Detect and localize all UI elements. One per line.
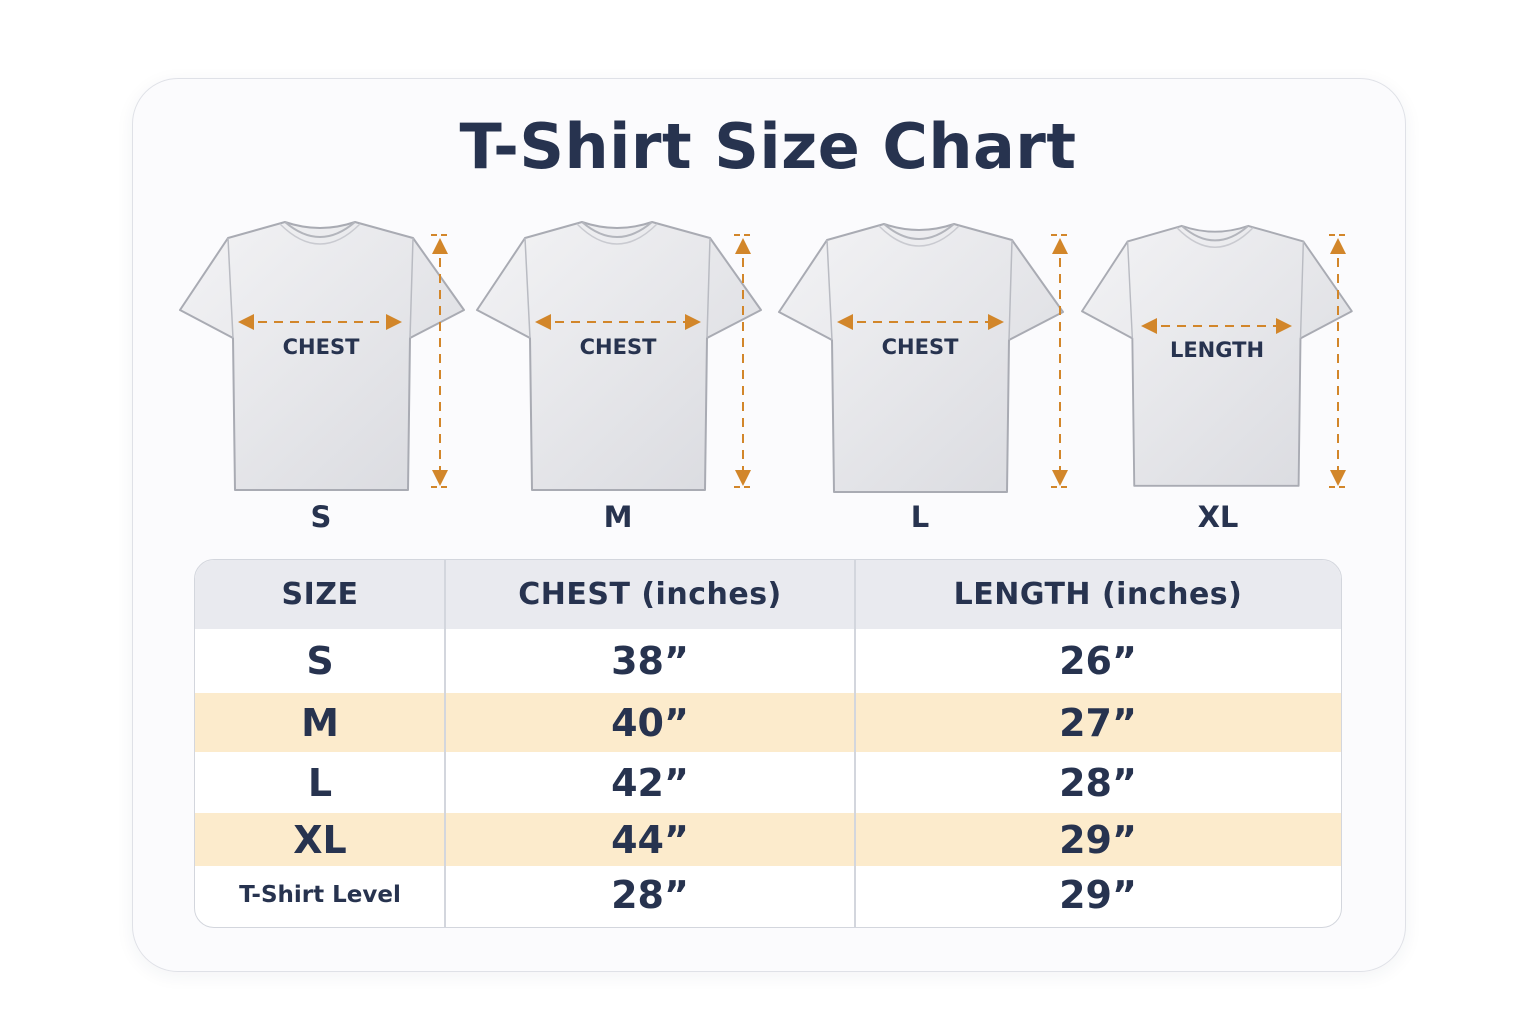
cell-length: 29” [1059,817,1137,862]
cell-size: M [301,700,339,745]
column-divider [444,560,446,927]
cell-size: L [307,760,333,805]
header-length: LENGTH (inches) [953,577,1243,612]
size-label-l: L [910,500,930,534]
cell-size: S [306,639,334,683]
cell-length: 29” [1059,873,1137,917]
column-divider [854,560,856,927]
cell-length: 28” [1059,760,1137,805]
size-label-m: M [603,500,633,534]
cell-chest: 38” [611,639,689,683]
cell-chest: 42” [611,760,689,805]
cell-length: 27” [1059,700,1137,745]
size-table: SIZE CHEST (inches) LENGTH (inches) S 38… [194,559,1342,928]
page-title: T-Shirt Size Chart [459,110,1077,183]
cell-size: T-Shirt Level [239,882,401,908]
size-label-xl: XL [1197,500,1239,534]
header-size: SIZE [281,577,359,612]
size-label-s: S [310,500,332,534]
header-chest: CHEST (inches) [518,577,782,612]
shirt-label-s: CHEST [283,335,360,359]
cell-chest: 44” [611,817,689,862]
cell-chest: 28” [611,873,689,917]
cell-length: 26” [1059,639,1137,683]
shirt-label-l: CHEST [882,335,959,359]
cell-chest: 40” [611,700,689,745]
table-header: SIZE CHEST (inches) LENGTH (inches) [195,560,1341,629]
table-row: L 42” 28” [195,752,1341,813]
table-row: M 40” 27” [195,693,1341,752]
table-row: S 38” 26” [195,629,1341,693]
table-row: XL 44” 29” [195,813,1341,866]
table-row: T-Shirt Level 28” 29” [195,866,1341,924]
shirt-label-xl: LENGTH [1170,338,1264,362]
shirt-label-m: CHEST [580,335,657,359]
cell-size: XL [293,817,347,862]
